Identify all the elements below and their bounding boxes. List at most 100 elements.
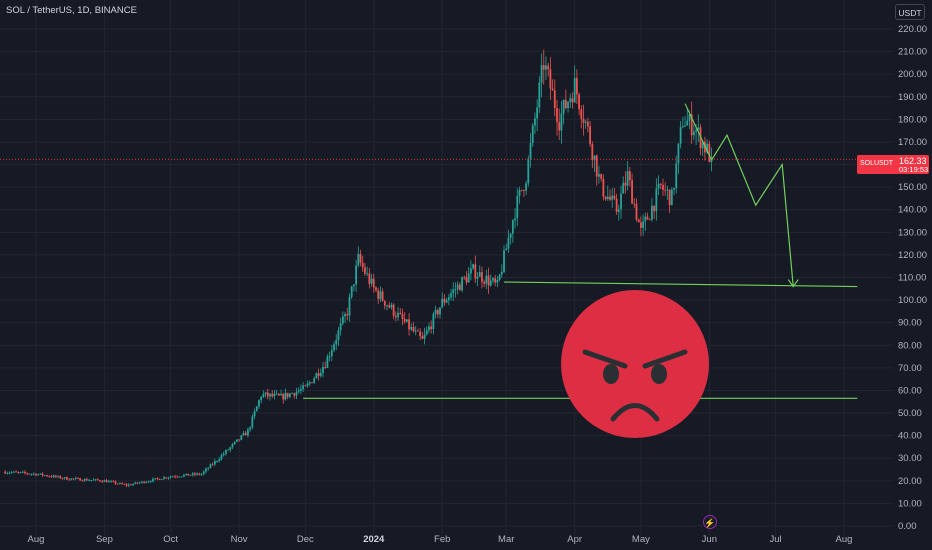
candle-body xyxy=(216,460,218,462)
lightning-icon[interactable]: ⚡ xyxy=(703,515,717,529)
candle-body xyxy=(154,478,157,480)
candle-body xyxy=(428,326,430,331)
candlestick-series xyxy=(4,49,713,488)
candle-body xyxy=(615,198,618,212)
candle-body xyxy=(620,193,622,210)
symbol-title[interactable]: SOL / TetherUS, 1D, BINANCE xyxy=(6,5,137,16)
candle-body xyxy=(423,334,426,339)
candle-body xyxy=(324,366,327,368)
arrow-head xyxy=(787,279,799,288)
candle-body xyxy=(81,480,84,482)
candle-body xyxy=(503,250,505,272)
candle-body xyxy=(77,478,79,479)
candle-body xyxy=(617,209,620,212)
candle-body xyxy=(580,109,583,119)
candle-body xyxy=(516,195,519,219)
candle-body xyxy=(178,476,181,478)
y-tick-label: 140.00 xyxy=(898,205,927,216)
candle-body xyxy=(167,477,170,479)
candle-body xyxy=(383,300,386,306)
candle-body xyxy=(492,278,494,281)
left-brow xyxy=(582,349,628,369)
candle-body xyxy=(63,477,66,479)
candle-body xyxy=(441,298,444,308)
currency-button[interactable]: USDT xyxy=(895,4,925,20)
last-price-label: SOLUSDT 162.33 03:19:53 xyxy=(857,155,929,174)
candle-body xyxy=(213,460,216,465)
candle-body xyxy=(315,373,318,379)
candle-body xyxy=(231,444,234,448)
candle-body xyxy=(547,65,550,70)
candle-body xyxy=(304,385,307,387)
candle-body xyxy=(99,480,101,482)
candle-body xyxy=(311,382,313,384)
candle-body xyxy=(575,78,578,95)
y-tick-label: 80.00 xyxy=(898,340,922,351)
candle-body xyxy=(419,331,422,337)
candle-body xyxy=(631,180,633,204)
candle-body xyxy=(664,189,667,191)
candle-body xyxy=(183,474,185,477)
candle-body xyxy=(463,277,466,279)
candle-body xyxy=(529,143,532,159)
candle-body xyxy=(558,122,561,131)
candle-body xyxy=(163,477,165,480)
candle-body xyxy=(470,268,472,274)
candle-body xyxy=(430,326,433,330)
candle-body xyxy=(507,237,510,249)
candle-body xyxy=(536,107,539,119)
candle-body xyxy=(439,307,441,315)
candle-body xyxy=(4,471,6,474)
candle-body xyxy=(185,473,188,475)
candle-body xyxy=(35,473,37,476)
candle-body xyxy=(364,267,366,274)
candle-body xyxy=(194,473,196,475)
candle-body xyxy=(103,480,106,482)
chart-grid xyxy=(0,0,893,536)
angry-face-emoji xyxy=(561,290,709,438)
candle-body xyxy=(481,272,483,282)
candle-body xyxy=(30,473,33,475)
candle-body xyxy=(134,482,137,484)
candle-body xyxy=(595,155,598,177)
candle-body xyxy=(209,464,212,469)
candle-body xyxy=(677,143,680,164)
candle-body xyxy=(494,278,497,283)
candle-body xyxy=(249,427,252,430)
x-tick-label: Dec xyxy=(297,534,314,545)
candle-body xyxy=(220,455,223,460)
candle-body xyxy=(17,472,20,473)
x-tick-label: Sep xyxy=(96,534,113,545)
y-tick-label: 30.00 xyxy=(898,453,922,464)
candle-body xyxy=(138,482,141,484)
frown-mouth xyxy=(610,403,660,422)
candle-body xyxy=(70,478,73,480)
candle-body xyxy=(564,99,567,109)
candle-body xyxy=(611,195,614,200)
candle-body xyxy=(609,196,611,200)
candle-body xyxy=(474,264,477,279)
candle-body xyxy=(291,393,293,395)
candle-body xyxy=(582,118,585,123)
candle-body xyxy=(90,480,93,481)
candle-body xyxy=(520,189,523,191)
candle-body xyxy=(207,468,210,469)
y-tick-label: 210.00 xyxy=(898,47,927,58)
candle-body xyxy=(41,473,44,476)
candle-body xyxy=(655,188,658,212)
candle-body xyxy=(222,453,225,456)
candle-body xyxy=(679,127,682,144)
candle-body xyxy=(322,366,324,373)
candle-body xyxy=(690,114,693,136)
candle-body xyxy=(452,289,455,294)
left-eye xyxy=(603,364,619,384)
candle-body xyxy=(13,471,15,473)
y-tick-label: 60.00 xyxy=(898,385,922,396)
right-eye xyxy=(651,364,667,384)
y-tick-label: 130.00 xyxy=(898,227,927,238)
candle-body xyxy=(132,483,135,486)
candle-body xyxy=(593,155,596,160)
candle-body xyxy=(202,471,205,475)
candle-body xyxy=(333,344,335,351)
